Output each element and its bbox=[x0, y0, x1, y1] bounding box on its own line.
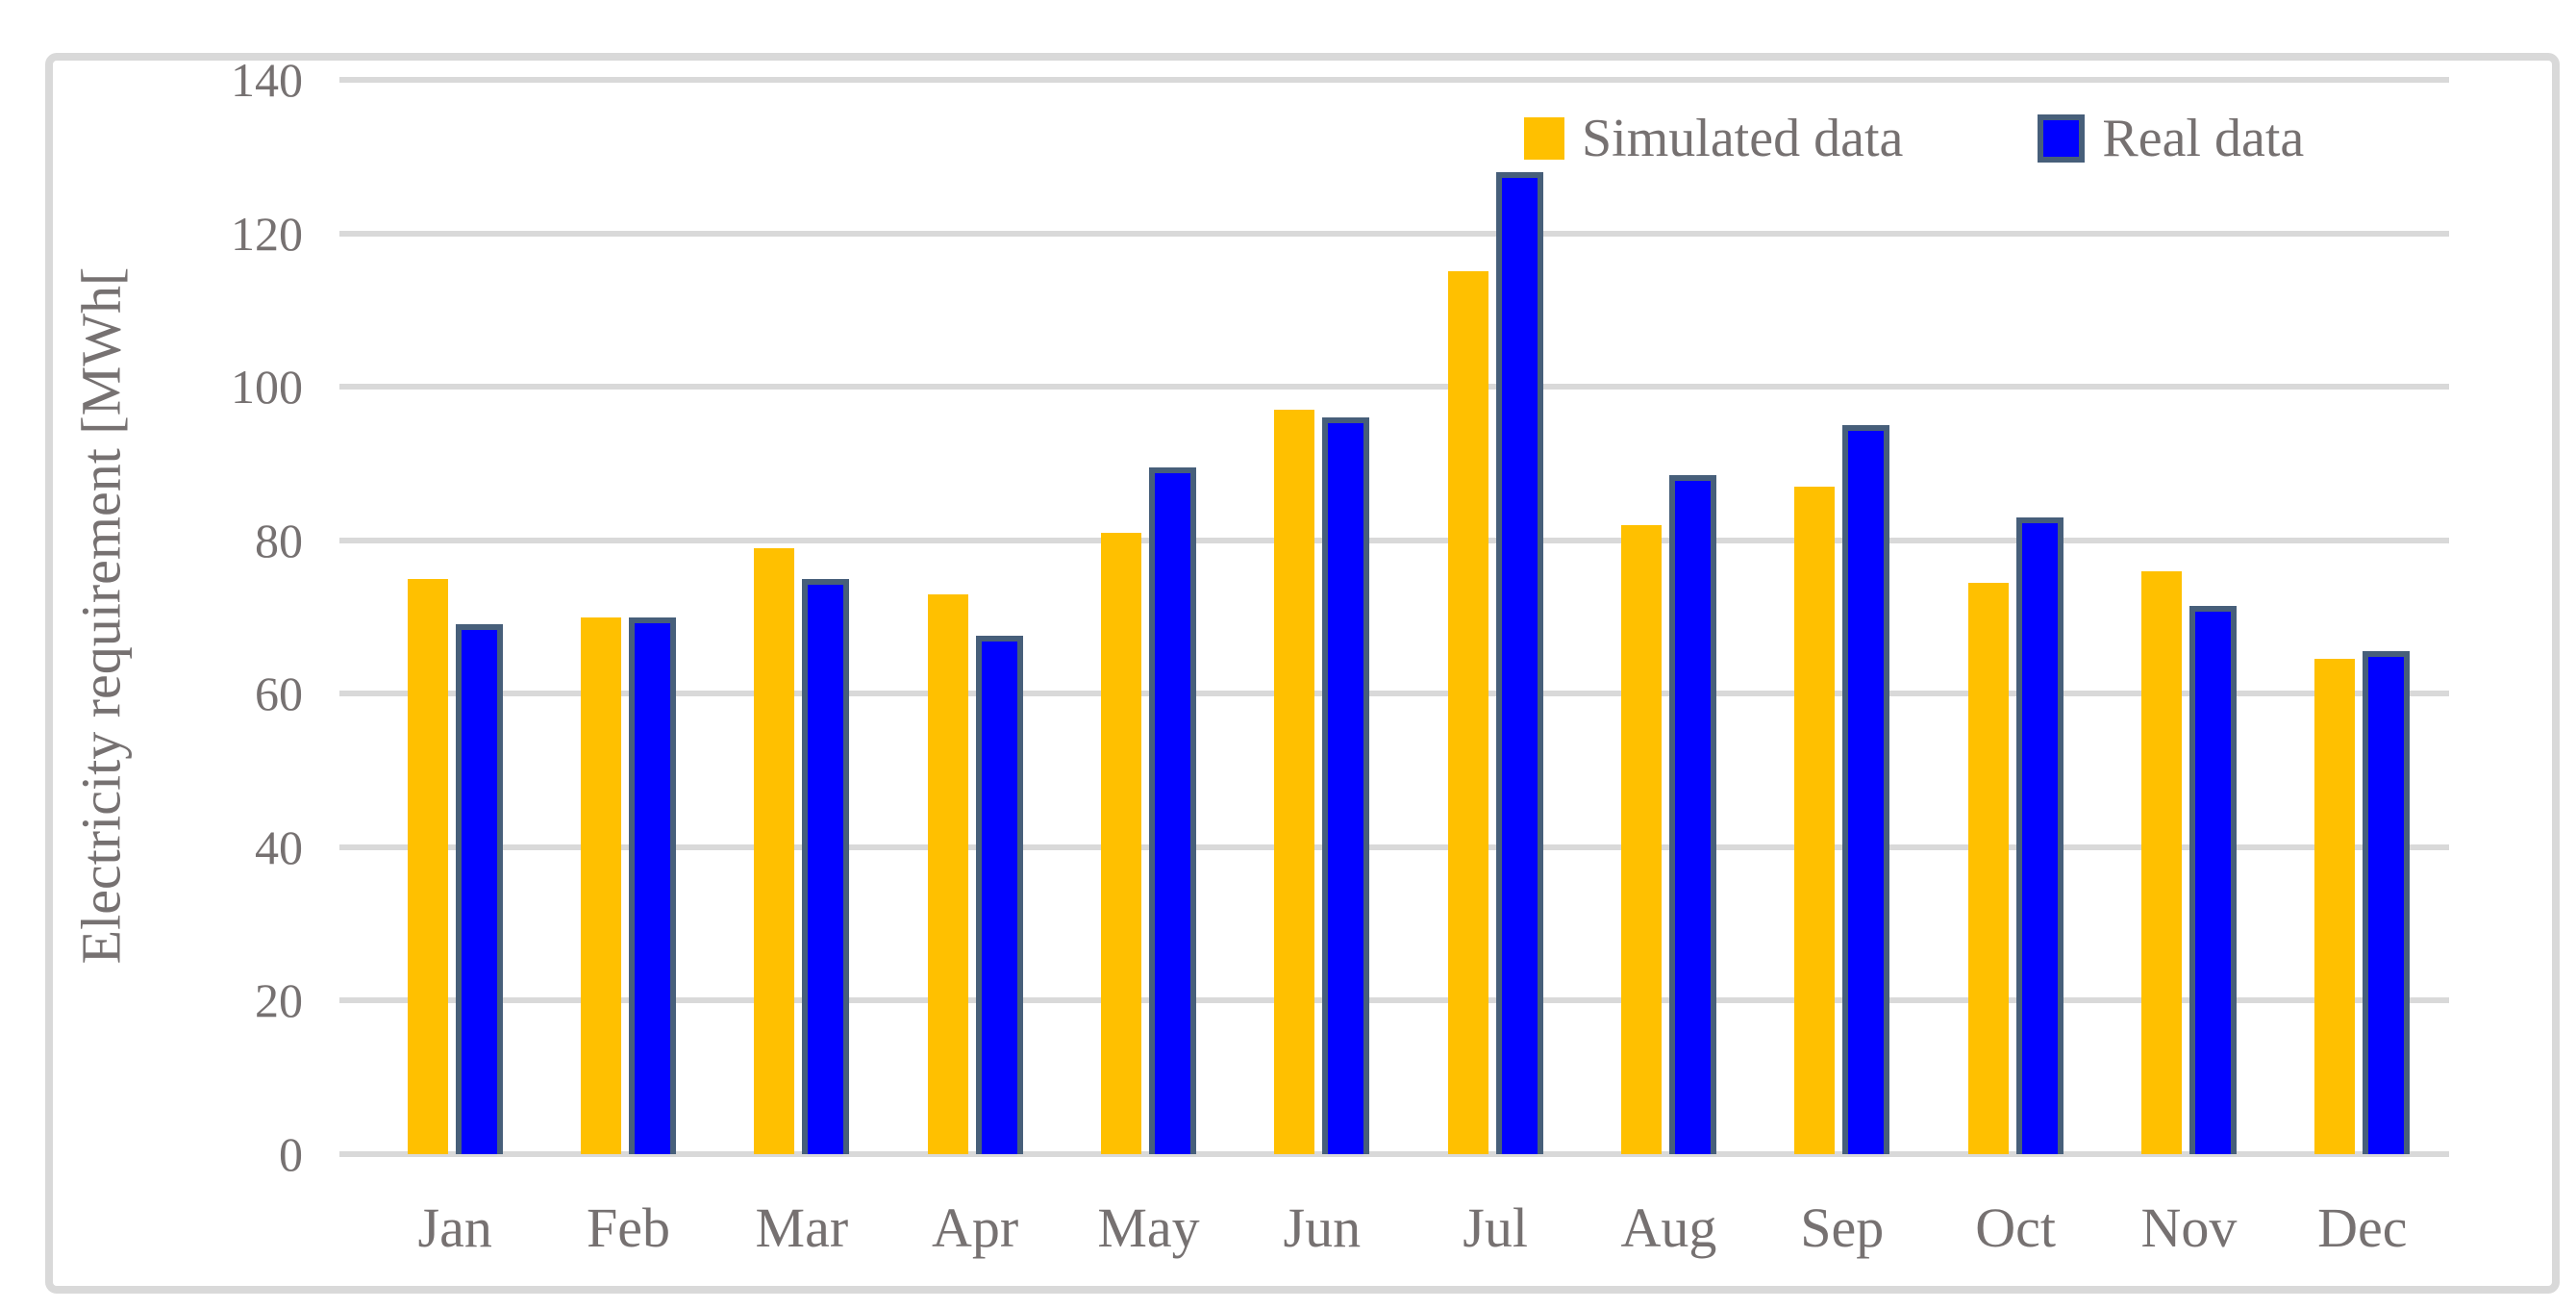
category-group-dec bbox=[2276, 80, 2449, 1154]
bar-simulated-jan bbox=[407, 578, 448, 1154]
plot-area bbox=[339, 77, 2449, 1157]
gridline-120 bbox=[339, 230, 2449, 237]
bar-real-jun bbox=[1322, 417, 1370, 1154]
bar-real-jan bbox=[455, 624, 503, 1154]
category-group-may bbox=[1062, 80, 1235, 1154]
bar-real-mar bbox=[802, 578, 850, 1154]
category-group-feb bbox=[541, 80, 714, 1154]
x-tick-label-oct: Oct bbox=[1975, 1196, 2056, 1259]
bar-real-nov bbox=[2188, 605, 2237, 1154]
category-group-jan bbox=[368, 80, 541, 1154]
gridline-40 bbox=[339, 843, 2449, 850]
gridline-140 bbox=[339, 77, 2449, 83]
legend-label: Real data bbox=[2102, 109, 2305, 168]
bar-simulated-feb bbox=[580, 617, 621, 1154]
bar-real-sep bbox=[1842, 425, 1890, 1154]
y-axis-ticks: 0 20 40 60 80 100 120 140 bbox=[0, 0, 303, 1309]
gridline-60 bbox=[339, 691, 2449, 697]
bar-real-feb bbox=[628, 617, 676, 1154]
category-group-aug bbox=[1582, 80, 1755, 1154]
category-group-apr bbox=[888, 80, 1062, 1154]
y-tick-label-80: 80 bbox=[255, 513, 303, 567]
x-tick-label-apr: Apr bbox=[932, 1196, 1019, 1259]
bar-real-oct bbox=[2015, 516, 2063, 1154]
y-tick-label-140: 140 bbox=[231, 53, 303, 107]
gridline-0 bbox=[339, 1151, 2449, 1157]
legend-item-simulated: Simulated data bbox=[1524, 108, 1903, 169]
x-axis-labels: Jan Feb Mar Apr May Jun Jul Aug Sep Oct Nov Dec bbox=[339, 1185, 2449, 1271]
bar-real-apr bbox=[975, 636, 1023, 1154]
y-tick-label-100: 100 bbox=[231, 360, 303, 415]
bar-real-dec bbox=[2363, 651, 2411, 1154]
x-tick-label-mar: Mar bbox=[755, 1196, 849, 1259]
bar-simulated-aug bbox=[1620, 524, 1662, 1154]
category-group-nov bbox=[2102, 80, 2275, 1154]
bar-simulated-sep bbox=[1794, 486, 1836, 1154]
y-tick-label-0: 0 bbox=[279, 1127, 303, 1181]
x-tick-label-jun: Jun bbox=[1283, 1196, 1362, 1259]
legend-swatch-icon bbox=[2038, 114, 2086, 163]
bar-simulated-jun bbox=[1274, 410, 1315, 1154]
bar-simulated-mar bbox=[754, 547, 795, 1154]
bars-row bbox=[339, 80, 2449, 1154]
category-group-jun bbox=[1236, 80, 1409, 1154]
bar-real-may bbox=[1148, 466, 1196, 1154]
gridline-100 bbox=[339, 384, 2449, 390]
x-tick-label-may: May bbox=[1097, 1196, 1200, 1259]
bar-simulated-nov bbox=[2140, 570, 2182, 1154]
y-tick-label-120: 120 bbox=[231, 206, 303, 261]
x-tick-label-dec: Dec bbox=[2317, 1196, 2408, 1259]
figure-border bbox=[45, 53, 2560, 1294]
bar-simulated-dec bbox=[2314, 659, 2356, 1154]
y-tick-label-20: 20 bbox=[255, 973, 303, 1028]
gridline-20 bbox=[339, 997, 2449, 1004]
x-tick-label-sep: Sep bbox=[1800, 1196, 1885, 1259]
legend-swatch-icon bbox=[1524, 117, 1564, 160]
bar-simulated-jul bbox=[1447, 271, 1488, 1154]
legend-label: Simulated data bbox=[1582, 109, 1904, 168]
bar-simulated-oct bbox=[1967, 582, 2009, 1154]
legend: Simulated data Real data bbox=[1524, 108, 2304, 169]
gridline-80 bbox=[339, 537, 2449, 543]
category-group-oct bbox=[1929, 80, 2102, 1154]
category-group-sep bbox=[1756, 80, 1929, 1154]
bar-real-aug bbox=[1668, 474, 1716, 1154]
category-group-mar bbox=[715, 80, 888, 1154]
y-tick-label-60: 60 bbox=[255, 667, 303, 721]
legend-item-real: Real data bbox=[2038, 108, 2304, 169]
x-tick-label-jul: Jul bbox=[1463, 1196, 1528, 1259]
bar-simulated-may bbox=[1100, 532, 1141, 1154]
y-tick-label-40: 40 bbox=[255, 819, 303, 874]
x-tick-label-jan: Jan bbox=[417, 1196, 492, 1259]
bar-real-jul bbox=[1495, 171, 1543, 1154]
x-tick-label-aug: Aug bbox=[1620, 1196, 1717, 1259]
x-tick-label-feb: Feb bbox=[586, 1196, 670, 1259]
bar-simulated-apr bbox=[927, 593, 968, 1154]
category-group-jul bbox=[1409, 80, 1582, 1154]
x-tick-label-nov: Nov bbox=[2140, 1196, 2238, 1259]
